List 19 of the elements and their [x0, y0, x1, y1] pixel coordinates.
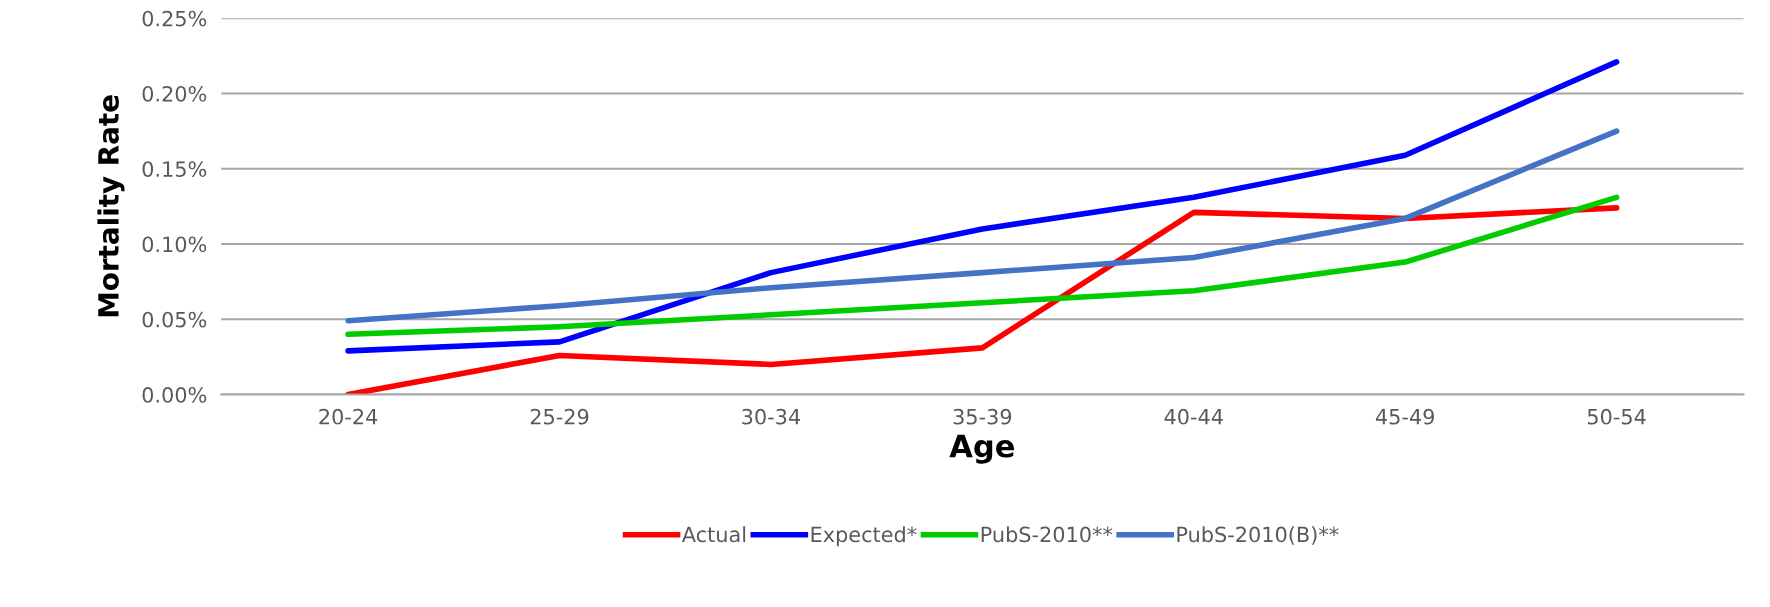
y-axis-title: Mortality Rate — [97, 95, 125, 317]
legend-label: Actual — [681, 526, 746, 543]
y-tick-label: 0.05% — [142, 311, 207, 328]
y-tick-label: 0.15% — [142, 161, 207, 177]
x-tick-label: 40-44 — [1164, 408, 1223, 425]
y-tick-label: 0.25% — [142, 10, 207, 27]
x-tick-label: 20-24 — [319, 408, 378, 425]
x-tick-label: 35-39 — [953, 408, 1012, 425]
legend-label: Expected* — [811, 526, 917, 547]
x-tick-label: 45-49 — [1375, 408, 1434, 425]
legend-label: PubS-2010** — [981, 526, 1113, 543]
x-tick-label: 30-34 — [742, 408, 801, 425]
y-tick-label: 0.00% — [142, 387, 207, 403]
y-tick-label: 0.20% — [142, 85, 207, 102]
x-tick-label: 25-29 — [530, 408, 589, 425]
legend-label: PubS-2010(B)** — [1177, 526, 1339, 545]
y-tick-label: 0.10% — [142, 236, 207, 253]
x-axis-title: Age — [949, 434, 1014, 464]
x-tick-label: 50-54 — [1587, 408, 1646, 425]
